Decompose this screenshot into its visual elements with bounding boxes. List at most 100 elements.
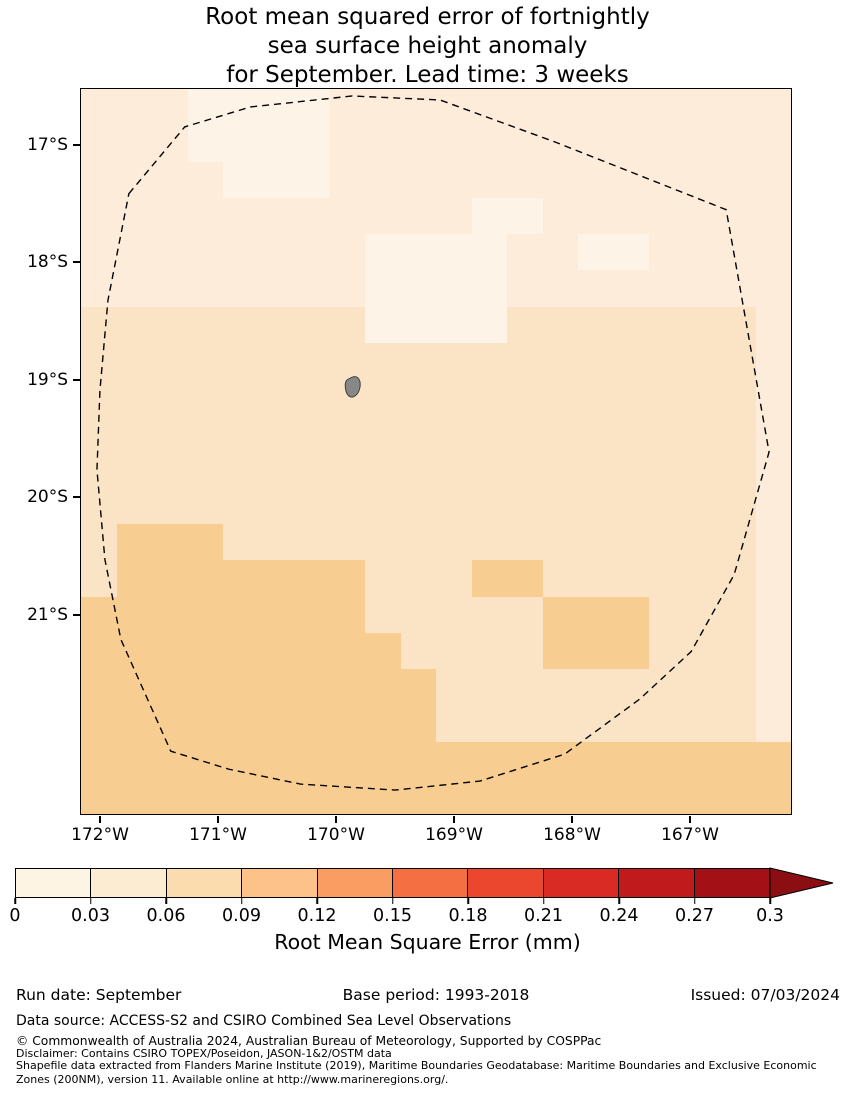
colorbar-tick-label: 0.12 (297, 906, 337, 926)
base-period-text: Base period: 1993-2018 (342, 986, 530, 1004)
heatmap-cell (542, 596, 578, 633)
heatmap-cell (684, 234, 720, 271)
heatmap-cell (223, 342, 259, 379)
colorbar-tick-mark (769, 898, 771, 904)
heatmap-cell (329, 234, 365, 271)
heatmap-cell (755, 669, 791, 706)
heatmap-cell (365, 415, 401, 452)
colorbar-segment (393, 869, 469, 897)
x-tick-mark (571, 816, 573, 823)
heatmap-cell (507, 306, 543, 343)
heatmap-cell (507, 379, 543, 416)
heatmap-cell (755, 306, 791, 343)
heatmap-cell (152, 270, 188, 307)
heatmap-cell (223, 379, 259, 416)
heatmap-cell (507, 270, 543, 307)
heatmap-cell (649, 306, 685, 343)
heatmap-cell (152, 89, 188, 126)
colorbar-segment (166, 869, 243, 897)
heatmap-cell (400, 487, 436, 524)
x-tick-label: 172°W (71, 825, 129, 845)
heatmap-cell (578, 596, 614, 633)
heatmap-cell (152, 161, 188, 198)
colorbar-tick-label: 0.24 (599, 906, 639, 926)
heatmap-cell (152, 234, 188, 271)
colorbar-segment (16, 869, 92, 897)
heatmap-cell (400, 270, 436, 307)
heatmap-cell (720, 379, 756, 416)
colorbar-tick-label: 0 (9, 906, 21, 926)
heatmap-cell (329, 161, 365, 198)
heatmap-cell (720, 342, 756, 379)
heatmap-cell (436, 125, 472, 162)
heatmap-cell (187, 342, 223, 379)
colorbar-tick-mark (391, 898, 394, 904)
heatmap-cell (223, 234, 259, 271)
heatmap-cell (81, 487, 117, 524)
colorbar-segment (242, 869, 318, 897)
run-metadata-row: Run date: September Base period: 1993-20… (16, 986, 840, 1004)
heatmap-cell (365, 197, 401, 234)
heatmap-cell (152, 125, 188, 162)
x-tick-mark (689, 816, 691, 823)
heatmap-cell (329, 669, 365, 706)
heatmap-cell (187, 125, 223, 162)
heatmap-cell (81, 632, 117, 669)
y-tick-mark (73, 144, 80, 146)
heatmap-cell (116, 270, 152, 307)
heatmap-cell (613, 632, 649, 669)
y-tick-mark (73, 261, 80, 263)
heatmap-cell (507, 705, 543, 742)
x-tick-mark (217, 816, 219, 823)
heatmap-cell (613, 524, 649, 561)
colorbar-segment (619, 869, 695, 897)
heatmap-cell (365, 451, 401, 488)
x-tick-label: 168°W (543, 825, 601, 845)
heatmap-cell (471, 270, 507, 307)
colorbar-tick-mark (618, 898, 620, 904)
heatmap-cell (329, 270, 365, 307)
heatmap-cell (187, 669, 223, 706)
heatmap-cell (720, 705, 756, 742)
chart-title-line-3: for September. Lead time: 3 weeks (226, 62, 629, 88)
heatmap-cell (436, 342, 472, 379)
heatmap-cell (578, 270, 614, 307)
heatmap-cell (578, 741, 614, 778)
heatmap-cell (81, 741, 117, 778)
heatmap-cell (116, 161, 152, 198)
heatmap-cell (81, 524, 117, 561)
heatmap-cell (365, 669, 401, 706)
heatmap-cell (187, 234, 223, 271)
heatmap-cell (152, 197, 188, 234)
heatmap-cell (81, 705, 117, 742)
colorbar-extend-arrow (769, 867, 834, 899)
heatmap-cell (507, 342, 543, 379)
heatmap-cell (542, 270, 578, 307)
heatmap-cell (613, 306, 649, 343)
data-source-text: Data source: ACCESS-S2 and CSIRO Combine… (16, 1013, 512, 1029)
heatmap-cell (684, 705, 720, 742)
heatmap-cell (720, 777, 756, 814)
heatmap-cell (81, 669, 117, 706)
heatmap-cell (684, 741, 720, 778)
colorbar-tick-label: 0.06 (146, 906, 186, 926)
heatmap-cell (507, 560, 543, 597)
heatmap-cell (471, 89, 507, 126)
heatmap-cell (329, 741, 365, 778)
heatmap-cell (720, 89, 756, 126)
colorbar-tick-mark (165, 898, 167, 904)
heatmap-cell (365, 379, 401, 416)
heatmap-cell (542, 306, 578, 343)
heatmap-cell (116, 560, 152, 597)
heatmap-cell (258, 89, 294, 126)
colorbar-tick-mark (467, 898, 469, 904)
heatmap-cell (187, 777, 223, 814)
heatmap-cell (684, 560, 720, 597)
heatmap-cell (329, 306, 365, 343)
x-tick-mark (99, 816, 101, 823)
heatmap-cell (649, 524, 685, 561)
heatmap-cell (294, 560, 330, 597)
heatmap-cell (294, 705, 330, 742)
heatmap-cell (223, 306, 259, 343)
colorbar-tick-mark (693, 898, 696, 904)
